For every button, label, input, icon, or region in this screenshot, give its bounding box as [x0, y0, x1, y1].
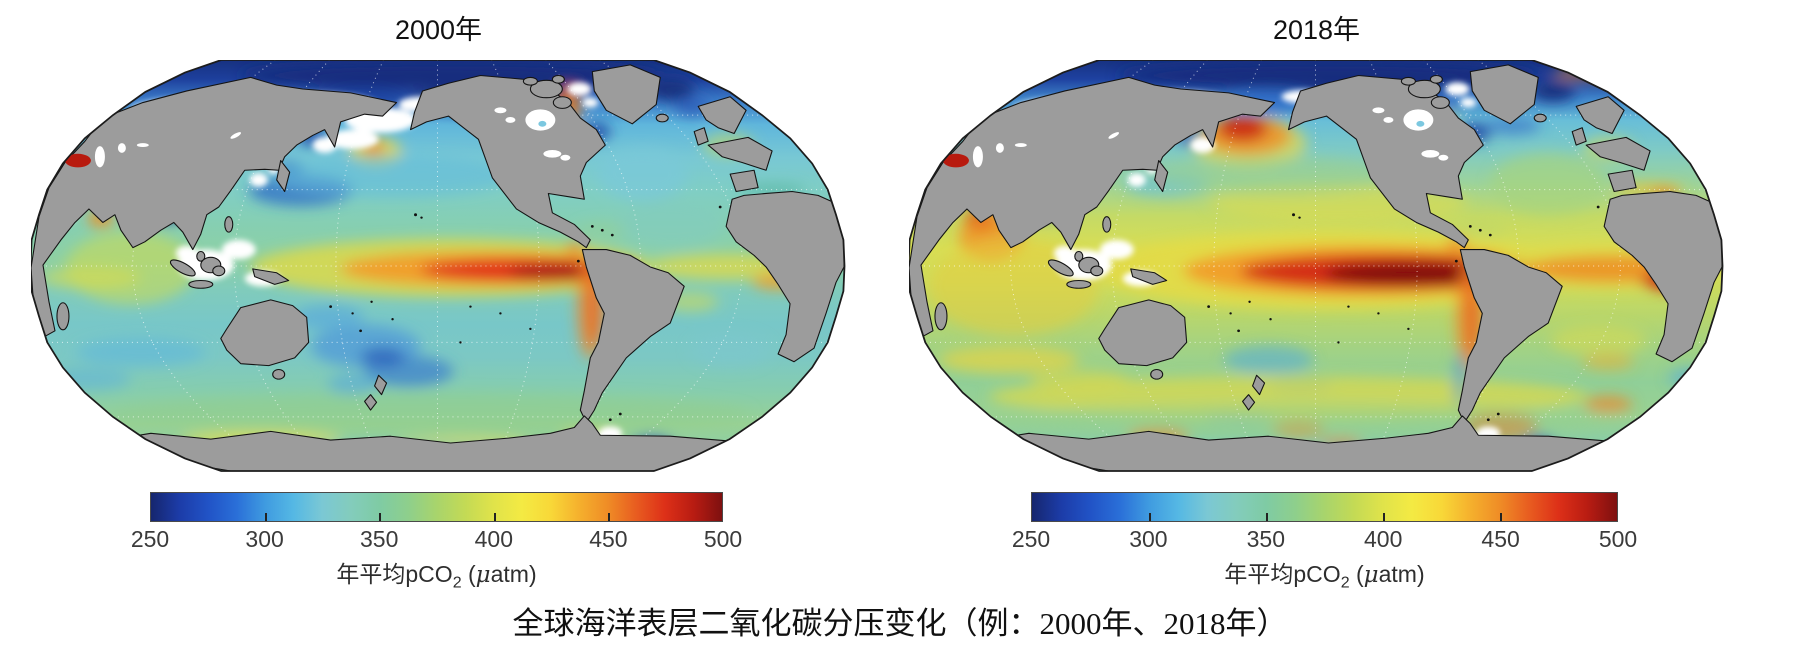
panel-title-2018: 2018年 — [1272, 15, 1361, 45]
colorbar-tick — [607, 513, 610, 521]
tick-label: 350 — [360, 526, 399, 552]
colorbar-tick — [1149, 513, 1151, 521]
map-outline — [31, 60, 846, 472]
tick-label: 450 — [589, 526, 628, 552]
colorbar-tick — [265, 513, 268, 521]
tick-label: 500 — [703, 526, 743, 552]
colorbar-gradient — [1031, 492, 1618, 522]
colorbar-tick — [493, 513, 496, 521]
tick-label: 250 — [130, 526, 170, 552]
colorbar-gradient — [150, 492, 723, 522]
colorbar-2018: 250 300 350 400 450 500 年平均pCO2 (μatm) — [1012, 492, 1637, 592]
colorbar-tick — [1383, 513, 1385, 521]
map-2018 — [909, 60, 1724, 472]
colorbar-2000: 250 300 350 400 450 500 年平均pCO2 (μatm) — [131, 492, 742, 592]
tick-label: 250 — [1011, 526, 1051, 552]
tick-label: 500 — [1598, 526, 1638, 552]
colorbar-tick-labels: 250 300 350 400 450 500 — [1012, 526, 1637, 552]
tick-label: 350 — [1246, 526, 1285, 552]
colorbar-tick — [379, 513, 382, 521]
colorbar-tick — [1266, 513, 1268, 521]
colorbar-label: 年平均pCO2 (μatm) — [336, 561, 537, 592]
colorbar-label: 年平均pCO2 (μatm) — [1224, 561, 1425, 592]
tick-label: 300 — [245, 526, 284, 552]
map-outline — [909, 60, 1724, 472]
map-2000 — [31, 60, 846, 472]
colorbar-tick — [1500, 513, 1502, 521]
tick-label: 450 — [1481, 526, 1520, 552]
tick-label: 400 — [474, 526, 513, 552]
colorbar-tick-labels: 250 300 350 400 450 500 — [131, 526, 742, 552]
panel-title-2000: 2000年 — [394, 15, 483, 45]
figure-caption: 全球海洋表层二氧化碳分压变化（例：2000年、2018年） — [512, 606, 1288, 641]
tick-label: 300 — [1129, 526, 1168, 552]
tick-label: 400 — [1364, 526, 1403, 552]
